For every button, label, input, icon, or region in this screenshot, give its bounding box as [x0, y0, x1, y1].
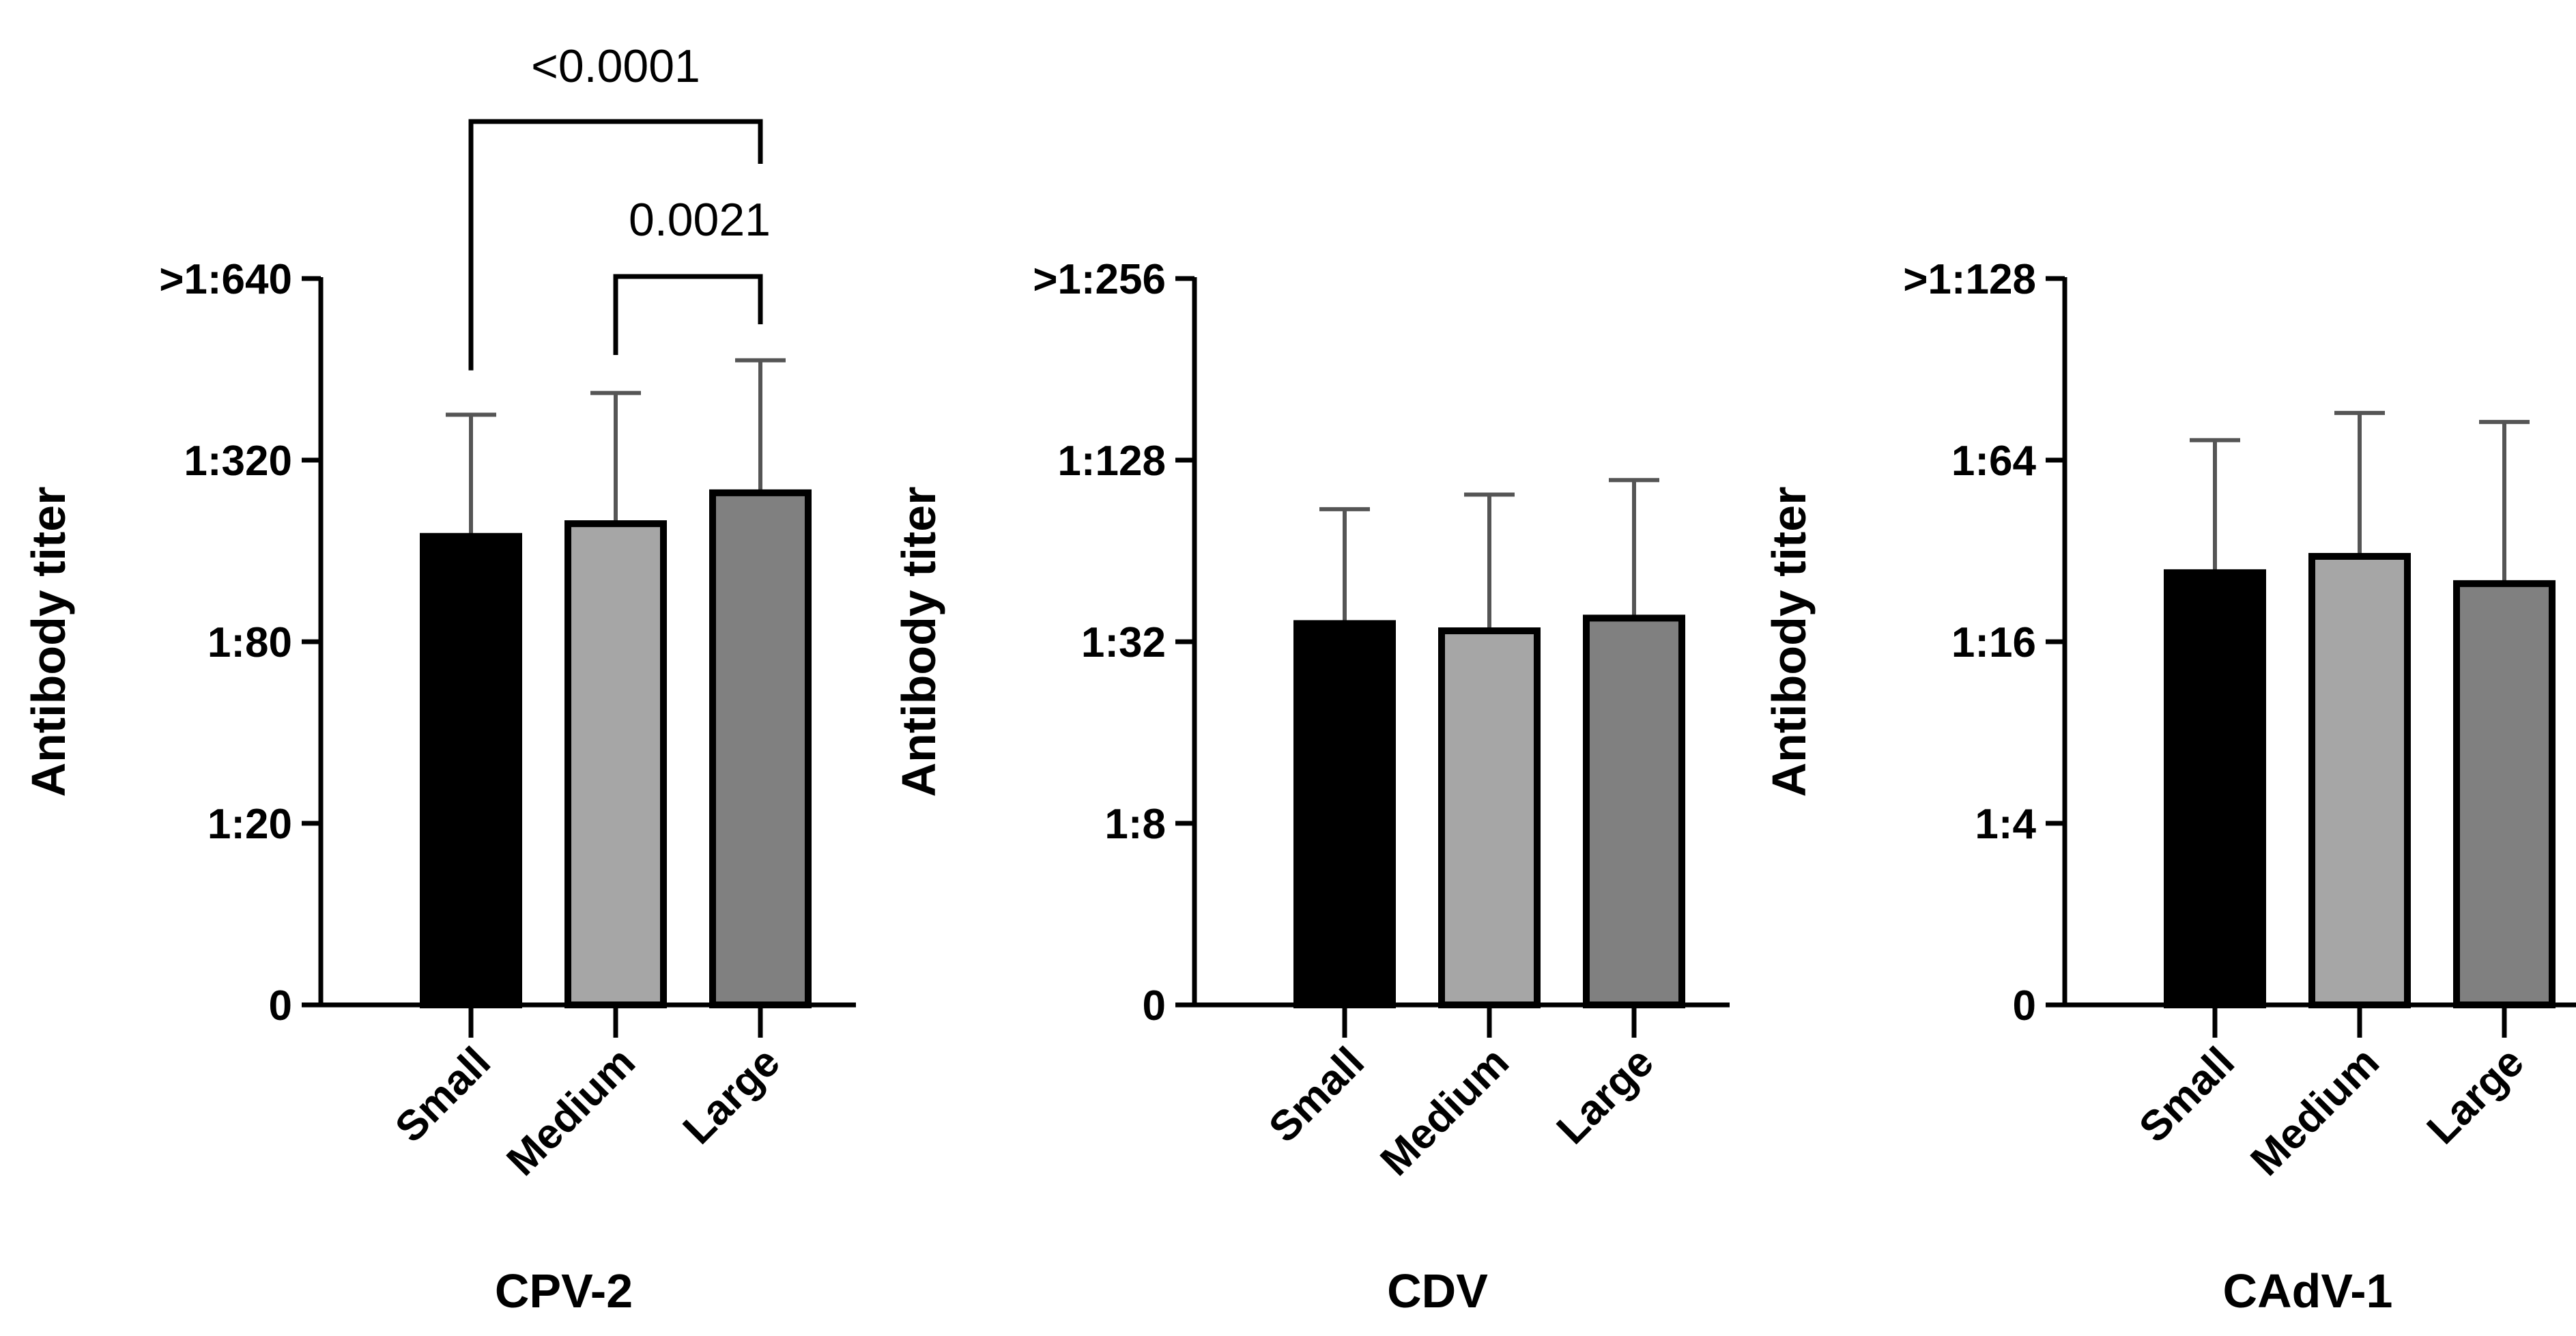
cdv-x-label-large: Large	[1548, 1038, 1663, 1153]
cadv-1-y-tick-label: 1:4	[1975, 801, 2036, 848]
cdv-y-tick-label: >1:256	[1033, 256, 1166, 303]
cadv-1-bar-small	[2164, 569, 2266, 1008]
cpv-2-y-axis-title: Antibody titer	[22, 487, 75, 797]
cdv-y-tick-label: 1:32	[1081, 619, 1166, 666]
cdv-bar-small	[1293, 620, 1396, 1008]
cpv-2-bar-medium	[564, 520, 667, 1008]
cpv-2-x-label-small: Small	[386, 1038, 500, 1152]
cdv-panel-title: CDV	[1387, 1264, 1488, 1318]
cpv-2-p-value: 0.0021	[629, 194, 771, 246]
cpv-2-panel-title: CPV-2	[495, 1264, 633, 1318]
cadv-1-y-tick-label: >1:128	[1903, 256, 2036, 303]
cadv-1-y-tick-label: 1:64	[1951, 438, 2037, 485]
cpv-2-x-label-medium: Medium	[498, 1038, 644, 1184]
cdv-x-label-medium: Medium	[1371, 1038, 1517, 1184]
cadv-1-x-label-large: Large	[2418, 1038, 2533, 1153]
cpv-2-y-tick-label: 0	[269, 982, 292, 1029]
cadv-1-y-tick-label: 1:16	[1951, 619, 2036, 666]
cpv-2-y-tick-label: 1:20	[207, 801, 292, 848]
cdv-x-label-small: Small	[1260, 1038, 1373, 1152]
cpv-2-y-tick-label: 1:80	[207, 619, 292, 666]
cadv-1-y-tick-label: 0	[2013, 982, 2036, 1029]
cadv-1-bar-large	[2453, 580, 2556, 1008]
cadv-1-bar-medium	[2308, 552, 2411, 1008]
cdv-y-axis-title: Antibody titer	[892, 487, 945, 797]
cpv-2-y-tick-label: >1:640	[159, 256, 292, 303]
cdv-bar-large	[1583, 614, 1685, 1008]
cpv-2-p-value: <0.0001	[531, 40, 700, 92]
cpv-2-significance-bracket	[613, 274, 763, 355]
cpv-2-significance-bracket	[468, 119, 763, 371]
cpv-2-y-tick-label: 1:320	[184, 438, 292, 485]
cpv-2-x-label-large: Large	[674, 1038, 789, 1153]
cdv-y-tick-label: 1:8	[1104, 801, 1166, 848]
cpv-2-bar-small	[420, 532, 522, 1008]
cdv-y-tick-label: 1:128	[1057, 438, 1166, 485]
cadv-1-x-label-medium: Medium	[2242, 1038, 2388, 1184]
cpv-2-bar-large	[709, 489, 812, 1008]
cdv-bar-medium	[1438, 627, 1541, 1008]
cadv-1-x-label-small: Small	[2130, 1038, 2244, 1152]
cadv-1-y-axis-title: Antibody titer	[1762, 487, 1816, 797]
cdv-y-tick-label: 0	[1143, 982, 1166, 1029]
cadv-1-panel-title: CAdV-1	[2223, 1264, 2393, 1318]
